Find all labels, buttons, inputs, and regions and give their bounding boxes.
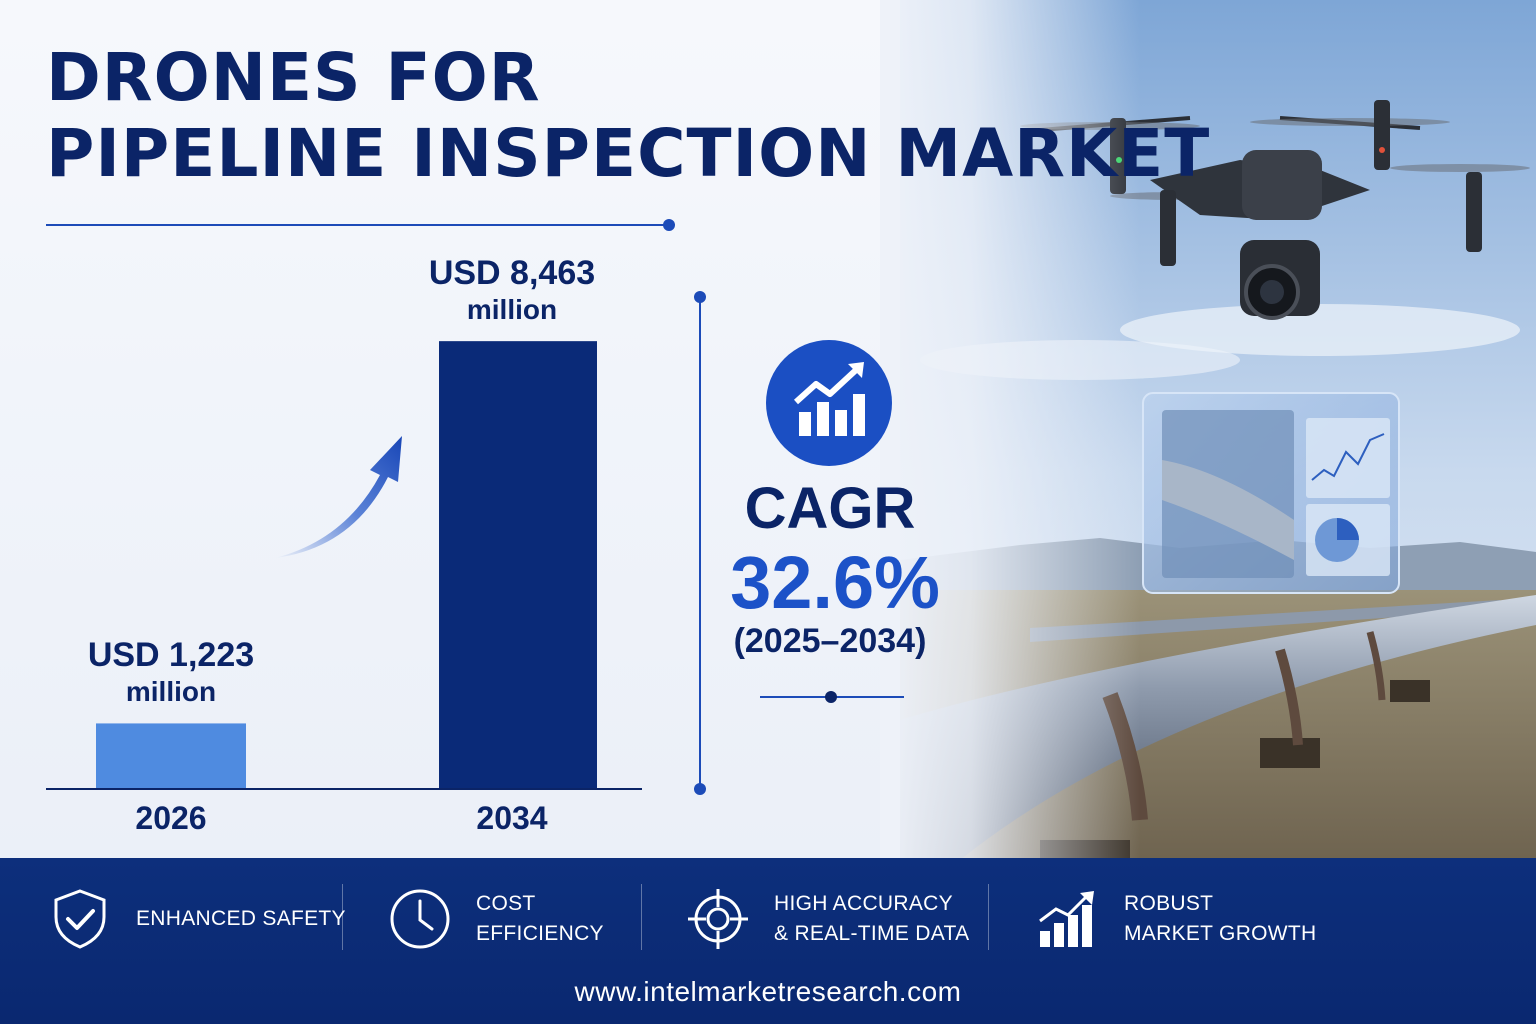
cagr-underline-dot xyxy=(825,691,837,703)
footer-band: ENHANCED SAFETY COST EFFICIENCY HIGH ACC… xyxy=(0,858,1536,1024)
feature-text: ROBUST MARKET GROWTH xyxy=(1124,889,1317,949)
website-link[interactable]: www.intelmarketresearch.com xyxy=(574,976,962,1007)
feature-line-1: ENHANCED SAFETY xyxy=(136,907,346,930)
page-title: DRONES FOR PIPELINE INSPECTION MARKET xyxy=(46,40,1210,192)
feature-divider xyxy=(988,884,989,950)
bar-value-unit: million xyxy=(466,294,558,326)
bar-2034 xyxy=(439,341,597,788)
bar-value-amount: USD 1,223 xyxy=(87,636,255,675)
feature-text: HIGH ACCURACY & REAL-TIME DATA xyxy=(774,889,969,949)
feature-line-2: EFFICIENCY xyxy=(476,922,604,945)
feature-cost-efficiency: COST EFFICIENCY xyxy=(388,884,604,954)
title-underline-dot xyxy=(663,219,675,231)
cagr-label: CAGR xyxy=(744,476,916,541)
divider-dot-bottom xyxy=(694,783,706,795)
category-label: 2034 xyxy=(476,800,548,836)
feature-line-1: HIGH ACCURACY xyxy=(774,892,953,915)
feature-line-1: COST xyxy=(476,892,536,915)
bar-growth-icon xyxy=(1039,891,1094,947)
feature-text: COST EFFICIENCY xyxy=(476,889,604,949)
title-line-1: DRONES FOR xyxy=(46,39,541,116)
clock-icon xyxy=(390,889,450,949)
title-line-2: PIPELINE INSPECTION MARKET xyxy=(46,115,1211,192)
category-label: 2026 xyxy=(135,800,207,836)
bar-2026 xyxy=(96,723,246,788)
feature-line-1: ROBUST xyxy=(1124,892,1214,915)
growth-arrow xyxy=(275,436,402,558)
feature-high-accuracy: HIGH ACCURACY & REAL-TIME DATA xyxy=(686,884,969,954)
feature-divider xyxy=(641,884,642,950)
title-underline xyxy=(46,224,670,226)
photo-fade-overlay xyxy=(880,0,1140,858)
target-icon xyxy=(688,889,748,949)
feature-line-2: & REAL-TIME DATA xyxy=(774,922,970,945)
shield-check-icon xyxy=(54,889,106,949)
bar-value-label: USD 8,463 million xyxy=(402,253,622,327)
chart-svg xyxy=(46,341,642,790)
cagr-period: (2025–2034) xyxy=(733,622,927,660)
cagr-value: 32.6% xyxy=(730,541,940,624)
feature-enhanced-safety: ENHANCED SAFETY xyxy=(48,884,346,954)
feature-divider xyxy=(342,884,343,950)
feature-line-2: MARKET GROWTH xyxy=(1124,922,1317,945)
divider-dot-top xyxy=(694,291,706,303)
bar-value-amount: USD 8,463 xyxy=(428,254,596,293)
feature-text: ENHANCED SAFETY xyxy=(136,904,346,934)
vertical-divider xyxy=(699,297,701,789)
market-size-chart: USD 1,223 million USD 8,463 million 2026… xyxy=(0,0,700,860)
feature-robust-growth: ROBUST MARKET GROWTH xyxy=(1036,884,1317,954)
bar-value-unit: million xyxy=(125,676,217,708)
bar-value-label: USD 1,223 million xyxy=(61,635,281,709)
growth-chart-icon xyxy=(766,340,892,466)
